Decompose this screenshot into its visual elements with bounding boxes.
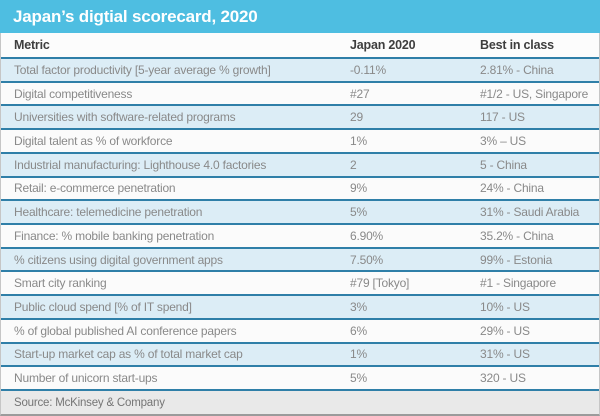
cell-japan: 1% bbox=[350, 347, 367, 362]
cell-metric: Universities with software-related progr… bbox=[14, 110, 236, 125]
cell-best: 10% - US bbox=[480, 300, 530, 315]
cell-metric: Public cloud spend [% of IT spend] bbox=[14, 300, 192, 315]
cell-metric: Retail: e-commerce penetration bbox=[14, 181, 176, 196]
table-row: Public cloud spend [% of IT spend] 3% 10… bbox=[1, 296, 599, 320]
cell-best: 5 - China bbox=[480, 157, 527, 172]
table-row: % citizens using digital government apps… bbox=[1, 248, 599, 273]
cell-japan: 2 bbox=[350, 157, 357, 172]
cell-best: 29% - US bbox=[480, 323, 530, 338]
cell-metric: Digital talent as % of workforce bbox=[14, 134, 173, 149]
cell-japan: -0.11% bbox=[350, 62, 386, 77]
column-header-metric: Metric bbox=[14, 38, 50, 52]
cell-best: 99% - Estonia bbox=[480, 252, 553, 267]
cell-japan: #79 [Tokyo] bbox=[350, 276, 410, 291]
source-text: Source: McKinsey & Company bbox=[14, 396, 165, 409]
cell-best: 24% - China bbox=[480, 181, 544, 196]
table-row: Finance: % mobile banking penetration 6.… bbox=[1, 225, 599, 249]
cell-best: 2.81% - China bbox=[480, 62, 554, 77]
table-row: Healthcare: telemedicine penetration 5% … bbox=[1, 201, 599, 226]
cell-japan: 7.50% bbox=[350, 252, 384, 267]
cell-metric: % of global published AI conference pape… bbox=[14, 323, 237, 338]
cell-metric: Total factor productivity [5-year averag… bbox=[14, 62, 271, 77]
table-header-row: Metric Japan 2020 Best in class bbox=[1, 33, 599, 59]
table-row: Total factor productivity [5-year averag… bbox=[1, 59, 599, 83]
table-row: Retail: e-commerce penetration 9% 24% - … bbox=[1, 177, 599, 202]
cell-best: 31% - Saudi Arabia bbox=[480, 205, 580, 220]
cell-japan: 5% bbox=[350, 205, 367, 220]
cell-japan: 6% bbox=[350, 323, 367, 338]
cell-japan: 5% bbox=[350, 371, 367, 386]
table-row: % of global published AI conference pape… bbox=[1, 319, 599, 344]
cell-japan: 29 bbox=[350, 110, 363, 125]
page-title: Japan’s digtial scorecard, 2020 bbox=[13, 6, 258, 26]
cell-best: 117 - US bbox=[480, 110, 525, 125]
cell-metric: Digital competitiveness bbox=[14, 86, 133, 101]
source-footer: Source: McKinsey & Company bbox=[0, 391, 600, 416]
cell-best: 35.2% - China bbox=[480, 228, 554, 243]
cell-japan: 1% bbox=[350, 134, 367, 149]
table-row: Number of unicorn start-ups 5% 320 - US bbox=[1, 367, 599, 392]
cell-best: #1/2 - US, Singapore bbox=[480, 86, 589, 101]
cell-japan: #27 bbox=[350, 86, 370, 101]
cell-metric: % citizens using digital government apps bbox=[14, 252, 223, 267]
cell-best: 31% - US bbox=[480, 347, 530, 362]
cell-metric: Number of unicorn start-ups bbox=[14, 371, 158, 386]
table-row: Smart city ranking #79 [Tokyo] #1 - Sing… bbox=[1, 272, 599, 297]
cell-metric: Industrial manufacturing: Lighthouse 4.0… bbox=[14, 157, 267, 172]
cell-best: 320 - US bbox=[480, 371, 526, 386]
cell-metric: Healthcare: telemedicine penetration bbox=[14, 205, 203, 220]
cell-metric: Finance: % mobile banking penetration bbox=[14, 228, 215, 243]
cell-metric: Smart city ranking bbox=[14, 276, 107, 291]
cell-best: 3% – US bbox=[480, 134, 526, 149]
cell-metric: Start-up market cap as % of total market… bbox=[14, 347, 243, 362]
cell-japan: 6.90% bbox=[350, 228, 384, 243]
cell-japan: 9% bbox=[350, 181, 367, 196]
table-row: Start-up market cap as % of total market… bbox=[1, 343, 599, 368]
cell-japan: 3% bbox=[350, 300, 367, 315]
table-row: Digital competitiveness #27 #1/2 - US, S… bbox=[1, 82, 599, 107]
table-row: Industrial manufacturing: Lighthouse 4.0… bbox=[1, 153, 599, 178]
scorecard-table: Metric Japan 2020 Best in class Total fa… bbox=[0, 33, 600, 392]
title-bar: Japan’s digtial scorecard, 2020 bbox=[0, 0, 600, 33]
table-row: Universities with software-related progr… bbox=[1, 106, 599, 131]
table-row: Digital talent as % of workforce 1% 3% –… bbox=[1, 130, 599, 154]
column-header-japan-2020: Japan 2020 bbox=[350, 38, 416, 52]
column-header-best-in-class: Best in class bbox=[480, 38, 554, 52]
cell-best: #1 - Singapore bbox=[480, 276, 556, 291]
